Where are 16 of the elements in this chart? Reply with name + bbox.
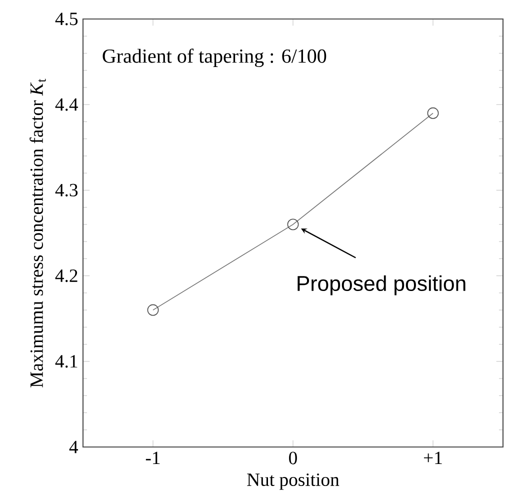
- y-tick-label: 4.3: [55, 184, 78, 197]
- x-tick-label: -1: [146, 452, 160, 464]
- point: [427, 107, 439, 119]
- x-tick-label: 0: [289, 452, 297, 464]
- annotation: Gradient of tapering : 6/100: [102, 48, 326, 67]
- y-tick-label: 4: [69, 440, 78, 454]
- x-axis-title: Nut position: [247, 473, 340, 490]
- point: [287, 218, 299, 230]
- y-tick-label: 4.1: [55, 355, 78, 368]
- y-axis-title: Maximumu stress concentration factor K$_{t}$: [30, 78, 46, 388]
- y-tick-label: 4.4: [55, 98, 78, 111]
- point: [147, 304, 159, 316]
- y-tick-label: 4.2: [55, 269, 78, 282]
- annotation: Proposed position: [298, 275, 466, 296]
- y-tick-label: 4.5: [55, 12, 78, 26]
- x-tick-label: +1: [424, 452, 442, 464]
